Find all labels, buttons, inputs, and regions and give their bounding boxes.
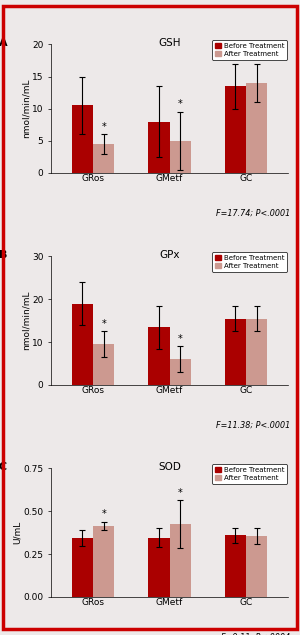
Text: B: B [0, 250, 7, 260]
Bar [72, 105, 93, 173]
Bar [169, 524, 191, 597]
Bar [224, 319, 246, 385]
Bar [93, 526, 115, 597]
Text: *: * [101, 509, 106, 519]
Text: A: A [0, 38, 8, 48]
Text: F=9.11; P<.0004: F=9.11; P<.0004 [221, 633, 290, 635]
Bar [93, 144, 115, 173]
Bar [148, 121, 169, 173]
Text: F=11.38; P<.0001: F=11.38; P<.0001 [216, 421, 290, 430]
Text: SOD: SOD [158, 462, 181, 472]
Bar [93, 344, 115, 385]
Bar [224, 86, 246, 173]
Y-axis label: nmol/min/mL: nmol/min/mL [22, 291, 31, 351]
Legend: Before Treatment, After Treatment: Before Treatment, After Treatment [212, 252, 287, 272]
Bar [72, 304, 93, 385]
Bar [169, 141, 191, 173]
Bar [72, 538, 93, 597]
Text: *: * [178, 488, 183, 498]
Text: C: C [0, 462, 7, 472]
Text: *: * [101, 319, 106, 329]
Bar [148, 538, 169, 597]
Legend: Before Treatment, After Treatment: Before Treatment, After Treatment [212, 464, 287, 484]
Bar [169, 359, 191, 385]
Bar [246, 536, 267, 597]
Text: *: * [178, 334, 183, 344]
Text: *: * [101, 122, 106, 132]
Text: F=17.74; P<.0001: F=17.74; P<.0001 [216, 209, 290, 218]
Y-axis label: nmol/min/mL: nmol/min/mL [22, 79, 31, 138]
Bar [224, 535, 246, 597]
Bar [246, 83, 267, 173]
Y-axis label: U/mL: U/mL [13, 521, 22, 544]
Text: GSH: GSH [158, 38, 181, 48]
Text: *: * [178, 99, 183, 109]
Bar [246, 319, 267, 385]
Text: GPx: GPx [159, 250, 180, 260]
Bar [148, 327, 169, 385]
Legend: Before Treatment, After Treatment: Before Treatment, After Treatment [212, 40, 287, 60]
